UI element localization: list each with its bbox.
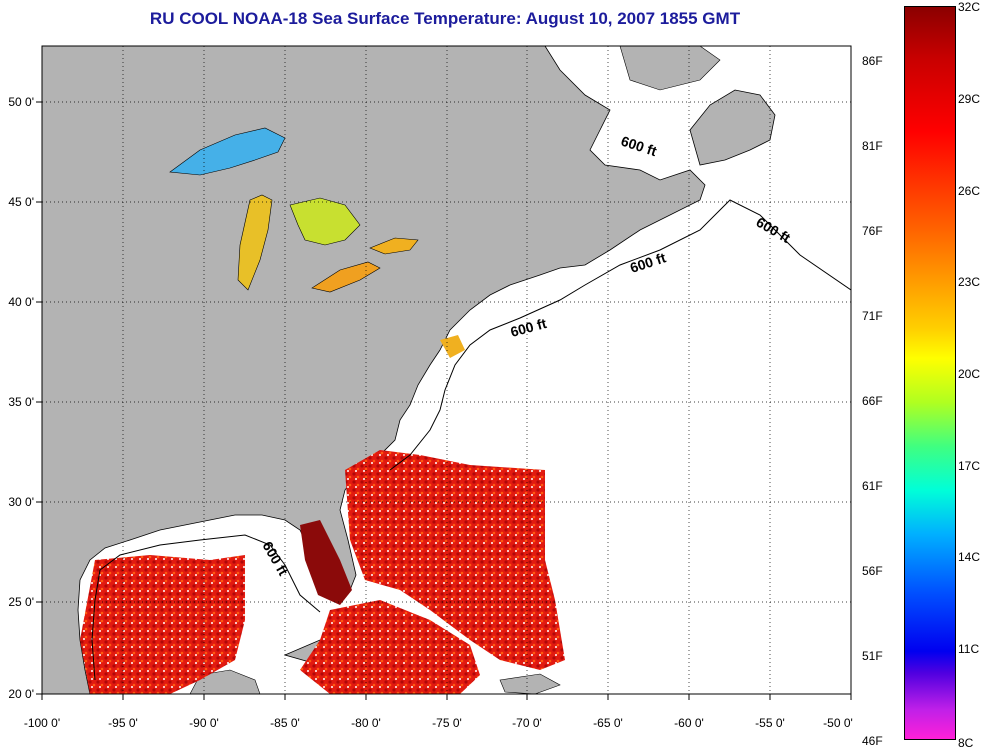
colorbar-celsius-label: 11C (958, 642, 980, 656)
x-tick-label: -55 0' (755, 716, 785, 730)
newfoundland-land (689, 89, 776, 166)
colorbar-fahrenheit-label: 61F (862, 479, 883, 493)
y-tick-label: 20 0' (8, 687, 34, 701)
sst-caribbean-patch (300, 600, 480, 694)
hispaniola-land (499, 673, 561, 694)
y-tick-label: 25 0' (8, 595, 34, 609)
y-tick-label: 40 0' (8, 295, 34, 309)
sst-florida-hot (300, 520, 352, 605)
lake-superior (169, 127, 286, 176)
x-tick-label: -80 0' (351, 716, 381, 730)
colorbar-fahrenheit-label: 71F (862, 309, 883, 323)
y-tick-label: 30 0' (8, 495, 34, 509)
colorbar-celsius-label: 14C (958, 550, 981, 564)
colorbar-fahrenheit-label: 46F (862, 734, 883, 748)
sst-atlantic-patch (345, 450, 565, 670)
lake-michigan (237, 194, 273, 291)
y-tick-label: 50 0' (8, 95, 34, 109)
colorbar-celsius-label: 32C (958, 0, 981, 14)
graticule (42, 46, 851, 694)
map-title: RU COOL NOAA-18 Sea Surface Temperature:… (149, 9, 741, 28)
x-tick-label: -85 0' (270, 716, 300, 730)
x-tick-label: -50 0' (823, 716, 853, 730)
temperature-colorbar (904, 6, 956, 740)
sst-nc-patch (440, 335, 465, 358)
sst-gulf-patch (80, 555, 245, 694)
x-tick-label: -100 0' (24, 716, 60, 730)
north-america-land (42, 46, 706, 694)
colorbar-fahrenheit-label: 81F (862, 139, 883, 153)
x-tick-label: -95 0' (108, 716, 138, 730)
lake-ontario (369, 237, 419, 255)
colorbar-celsius-label: 23C (958, 275, 981, 289)
lake-huron (289, 197, 361, 246)
y-tick-label: 35 0' (8, 395, 34, 409)
axis-tick-marks (36, 101, 852, 700)
colorbar-celsius-label: 26C (958, 184, 981, 198)
x-tick-label: -90 0' (189, 716, 219, 730)
x-tick-label: -60 0' (674, 716, 704, 730)
colorbar-celsius-label: 29C (958, 92, 981, 106)
x-tick-label: -70 0' (512, 716, 542, 730)
colorbar-fahrenheit-label: 51F (862, 649, 883, 663)
lake-erie (311, 261, 381, 293)
y-tick-label: 45 0' (8, 195, 34, 209)
isobath-600ft-gulf (91, 534, 321, 681)
colorbar-fahrenheit-label: 56F (862, 564, 883, 578)
labrador-land (619, 46, 721, 91)
x-tick-label: -65 0' (593, 716, 623, 730)
colorbar-fahrenheit-label: 86F (862, 54, 883, 68)
colorbar-celsius-label: 17C (958, 459, 981, 473)
colorbar-celsius-label: 20C (958, 367, 981, 381)
colorbar-fahrenheit-label: 66F (862, 394, 883, 408)
x-tick-label: -75 0' (432, 716, 462, 730)
colorbar-fahrenheit-label: 76F (862, 224, 883, 238)
colorbar-celsius-label: 8C (958, 736, 974, 750)
isobath-600ft-atlantic (389, 199, 851, 471)
